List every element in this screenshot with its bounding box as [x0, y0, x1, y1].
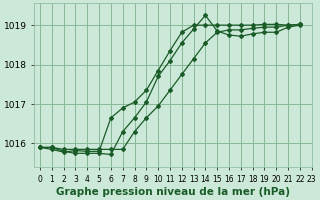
X-axis label: Graphe pression niveau de la mer (hPa): Graphe pression niveau de la mer (hPa) — [56, 187, 290, 197]
